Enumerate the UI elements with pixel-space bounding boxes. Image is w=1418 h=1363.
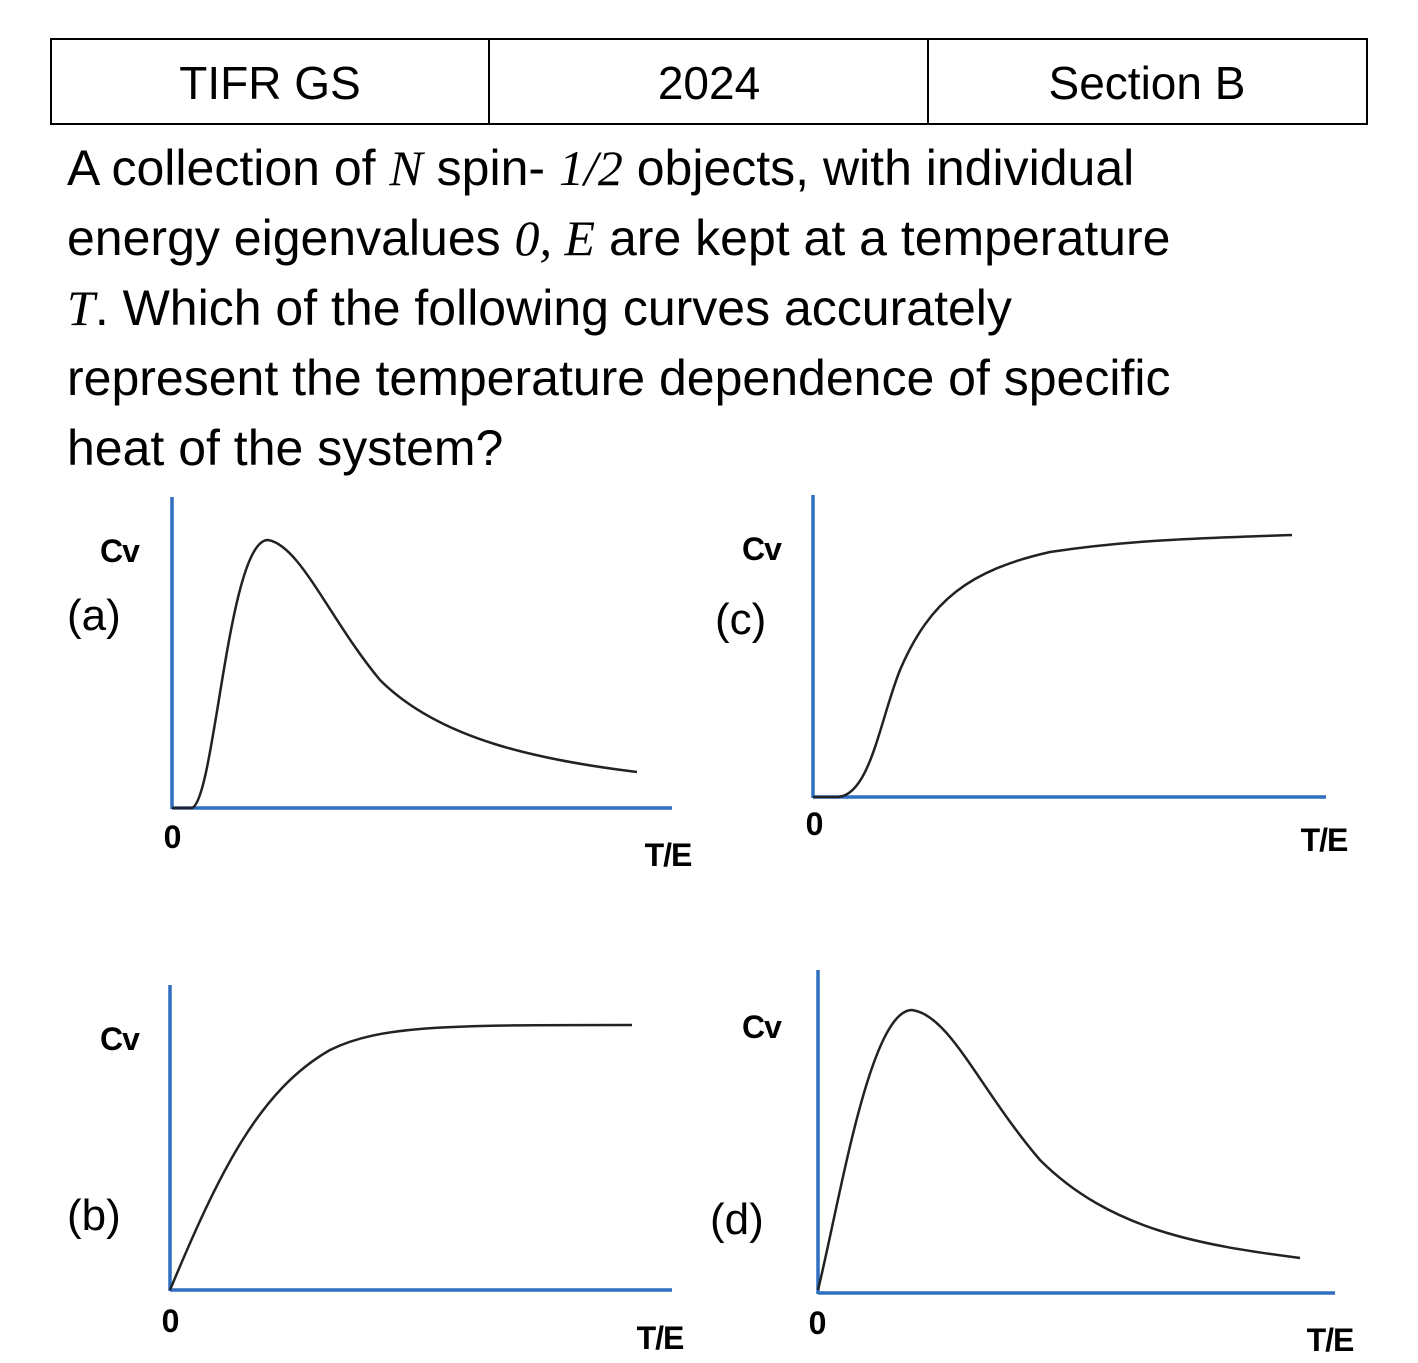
graph-c: [811, 495, 1326, 799]
panel-label: (c): [715, 595, 766, 644]
text-run: are kept at a temperature: [595, 210, 1170, 266]
header-cell: TIFR GS: [179, 57, 360, 109]
text-run: heat of the system?: [67, 420, 503, 476]
graph-a: [170, 497, 672, 810]
text-run: A collection of: [67, 140, 389, 196]
text-run: . Which of the following curves accurate…: [95, 280, 1012, 336]
x-axis-label: T/E: [1301, 822, 1348, 858]
text-run: objects, with individual: [623, 140, 1134, 196]
curve: [816, 1008, 1301, 1291]
question-line: heat of the system?: [67, 420, 503, 476]
question-line: represent the temperature dependence of …: [67, 350, 1170, 406]
origin-label: 0: [164, 819, 181, 855]
x-axis-label: T/E: [637, 1320, 684, 1356]
math-run: N: [388, 140, 425, 196]
question-line: energy eigenvalues 0, E are kept at a te…: [67, 210, 1170, 266]
x-axis-label: T/E: [645, 837, 692, 873]
y-axis-label: Cv: [100, 1021, 140, 1057]
question-line: T. Which of the following curves accurat…: [67, 280, 1012, 336]
origin-label: 0: [809, 1305, 826, 1341]
graph-b: [168, 985, 672, 1292]
text-run: energy eigenvalues: [67, 210, 515, 266]
y-axis-label: Cv: [742, 1009, 782, 1045]
math-run: 1/2: [559, 140, 623, 196]
origin-label: 0: [162, 1303, 179, 1339]
question-text: A collection of N spin- 1/2 objects, wit…: [67, 140, 1170, 476]
header-cell: 2024: [658, 57, 760, 109]
table-border: [50, 38, 1368, 125]
x-axis-label: T/E: [1307, 1322, 1354, 1358]
y-axis-label: Cv: [100, 533, 140, 569]
panel-label: (a): [67, 591, 121, 640]
panel-label: (d): [710, 1195, 764, 1244]
origin-label: 0: [806, 806, 823, 842]
header-cell: Section B: [1049, 57, 1246, 109]
y-axis-label: Cv: [742, 531, 782, 567]
graph-d: [816, 970, 1335, 1295]
text-run: spin-: [423, 140, 559, 196]
curve: [168, 1023, 633, 1291]
curve: [172, 538, 638, 810]
math-run: 0, E: [515, 210, 596, 266]
panel-label: (b): [67, 1191, 121, 1240]
text-run: represent the temperature dependence of …: [67, 350, 1170, 406]
math-run: T: [67, 280, 98, 336]
header-table: TIFR GS 2024 Section B: [50, 38, 1368, 125]
question-line: A collection of N spin- 1/2 objects, wit…: [67, 140, 1134, 196]
curve: [813, 533, 1293, 799]
